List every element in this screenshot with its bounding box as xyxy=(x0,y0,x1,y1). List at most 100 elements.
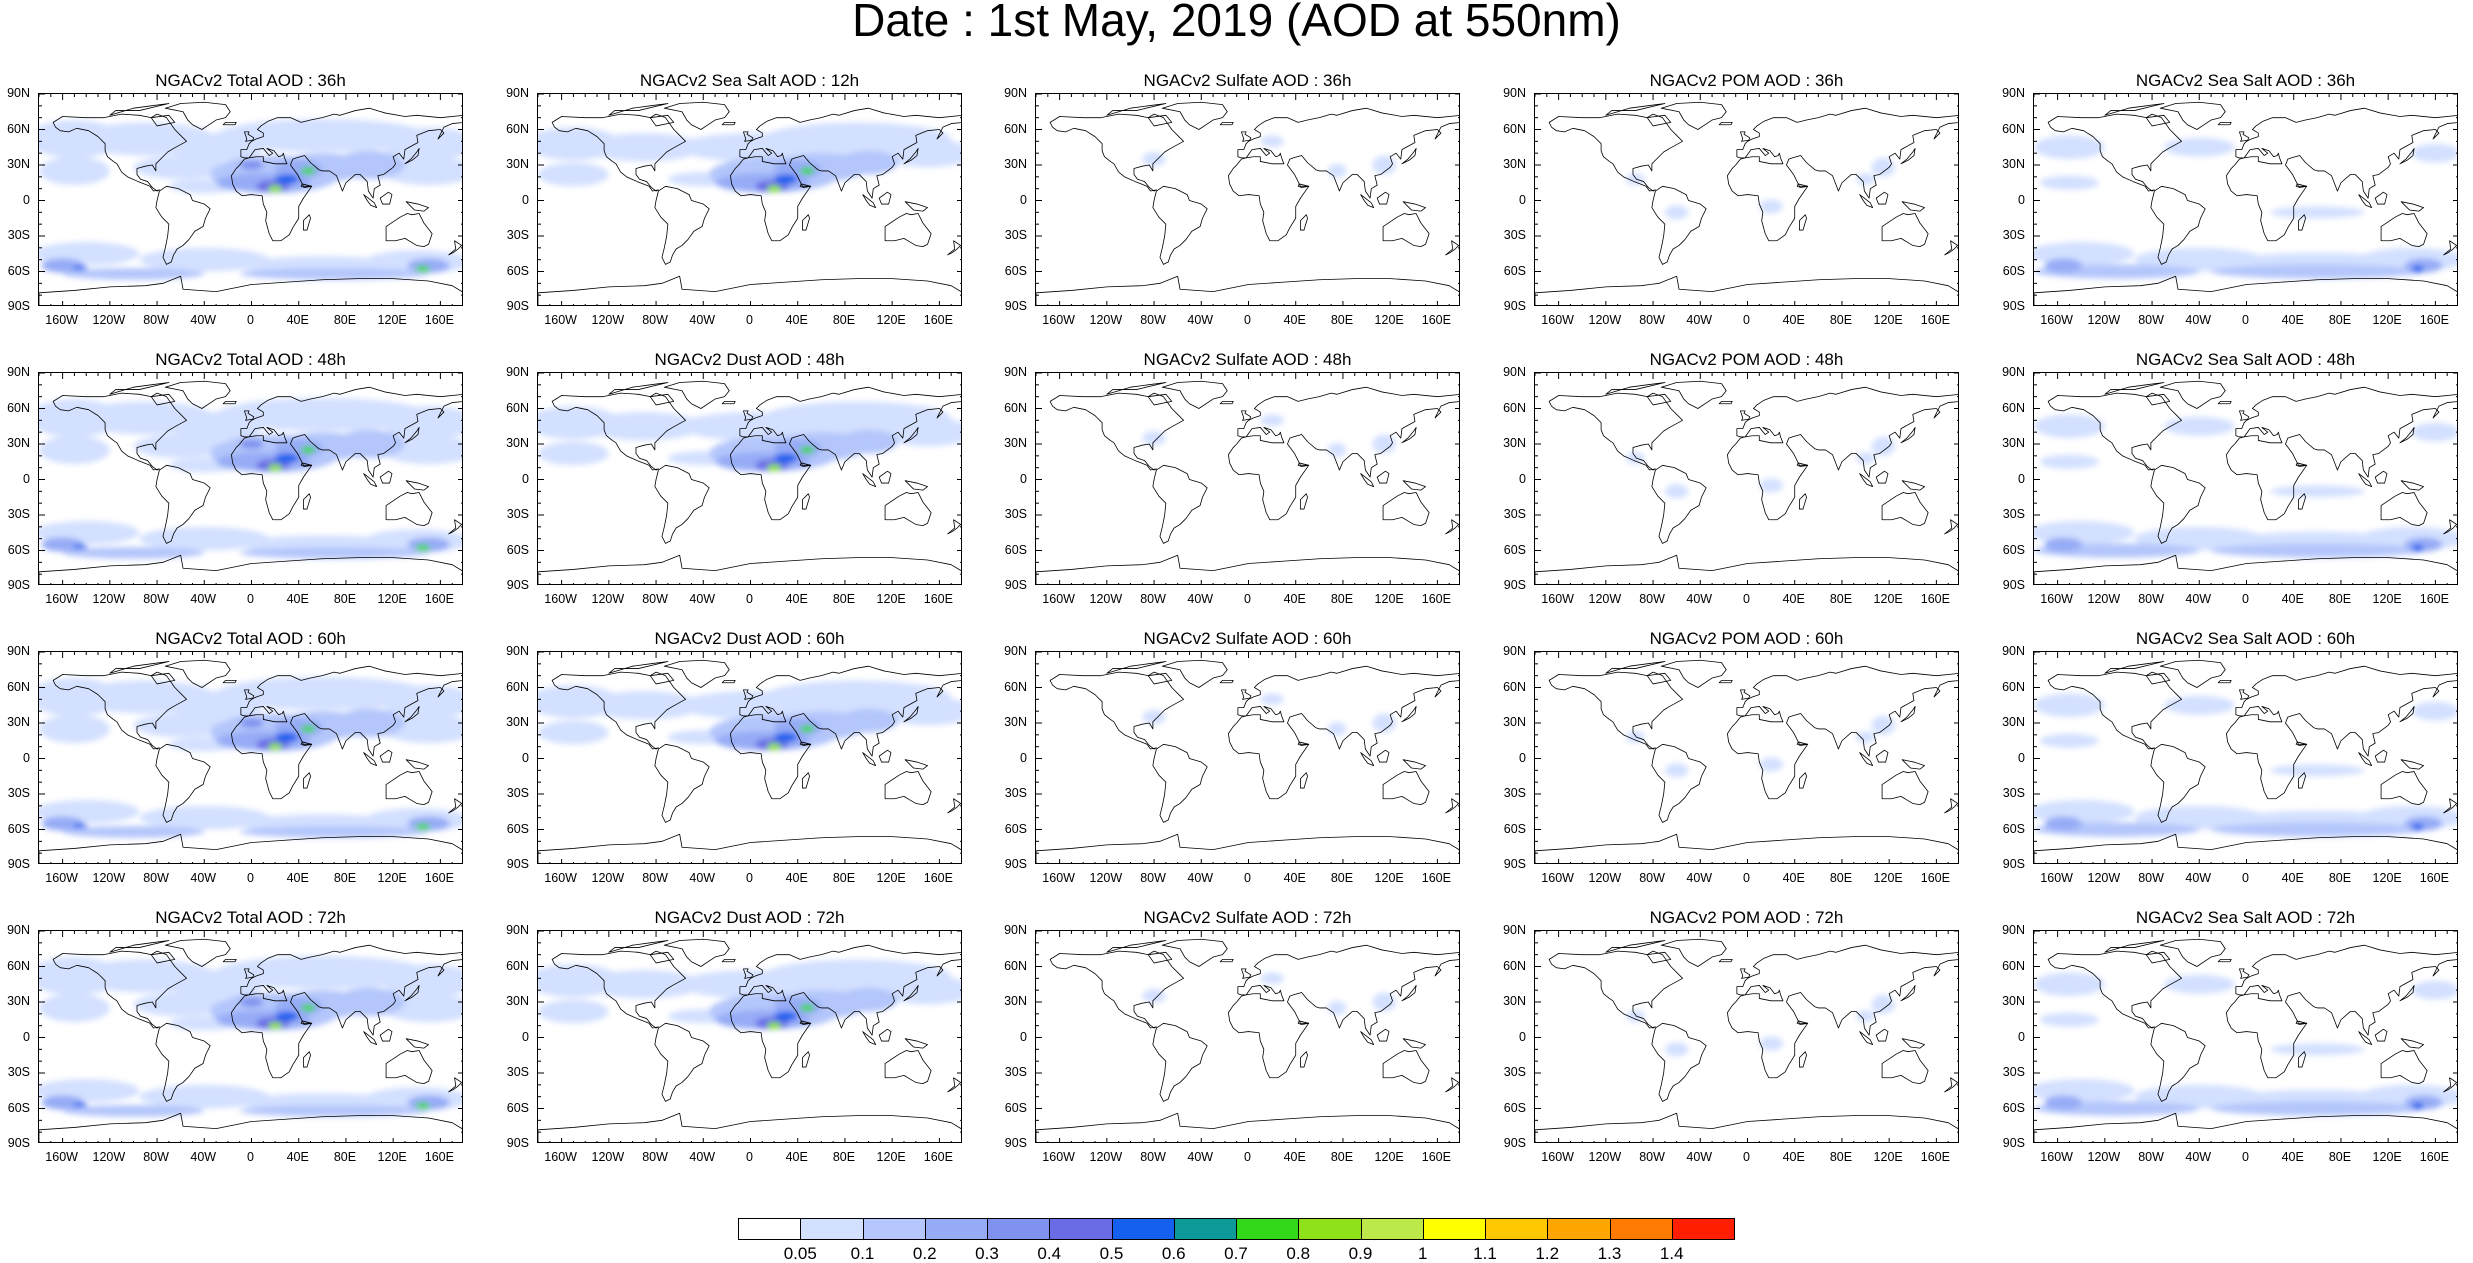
lat-tick-label: 30S xyxy=(7,228,30,242)
aod-field xyxy=(1625,157,1896,220)
lon-tick-label: 80E xyxy=(1829,592,1853,606)
coastline-greenland xyxy=(2159,101,2226,130)
map-panel: NGACv2 Sea Salt AOD : 12h 90N 60N 30N 0 30S 60… xyxy=(506,71,962,326)
aod-contour xyxy=(2134,805,2265,830)
coastline-australia xyxy=(1382,1050,1430,1085)
lat-tick-label: 0 xyxy=(2018,1029,2025,1044)
lon-tick-label: 80E xyxy=(333,592,357,606)
coastline-sumatra xyxy=(2358,1031,2373,1045)
coastline-australia xyxy=(1881,213,1929,248)
lat-tick-label: 30N xyxy=(1503,436,1526,450)
coastlines xyxy=(1535,938,1958,1142)
map-panel: NGACv2 Dust AOD : 72h 90N 60N 30N 0 30S 60S 90S… xyxy=(506,908,962,1163)
coastline-britain xyxy=(244,131,255,142)
lon-tick-label: 0 xyxy=(1743,313,1750,327)
coastline-baffin xyxy=(649,672,675,685)
coastline-japan xyxy=(404,985,420,1002)
lat-tick-label: 30S xyxy=(1503,786,1526,800)
coastline-newZealand xyxy=(947,240,961,256)
aod-field xyxy=(538,401,961,472)
lon-tick-label: 40E xyxy=(1283,313,1306,327)
aod-contour xyxy=(538,999,609,1024)
aod-contour xyxy=(268,743,283,751)
aod-contour xyxy=(301,1004,316,1012)
aod-contour xyxy=(2039,454,2099,469)
lon-tick-label: 120E xyxy=(1374,592,1404,606)
coastline-greenland xyxy=(1660,938,1727,967)
coastline-greenland xyxy=(1660,101,1727,130)
coastline-madagascar xyxy=(1799,1051,1807,1068)
coastline-borneo xyxy=(1376,1028,1390,1042)
coastline-southAmerica xyxy=(1651,743,1707,823)
coastline-borneo xyxy=(379,470,393,484)
coastline-southAmerica xyxy=(1651,464,1707,544)
lon-tick-label: 0 xyxy=(1743,871,1750,885)
coastline-antarctica xyxy=(1535,1112,1958,1142)
world-map xyxy=(1035,930,1460,1143)
lon-tick-label: 160W xyxy=(544,313,577,327)
lat-tick-label: 90S xyxy=(7,578,30,592)
aod-contour xyxy=(239,825,429,838)
lat-tick-label: 0 xyxy=(23,192,30,207)
coastline-newZealand xyxy=(2443,798,2457,814)
aod-contour xyxy=(268,185,283,193)
coastline-greenland xyxy=(663,938,730,967)
lat-tick-label: 90N xyxy=(506,365,529,379)
lat-tick-label: 0 xyxy=(1519,1029,1526,1044)
coastline-sumatra xyxy=(2358,752,2373,766)
coastline-iceland xyxy=(2217,121,2232,126)
lat-tick-label: 90N xyxy=(7,923,30,937)
coastline-baffin xyxy=(1147,672,1173,685)
coastline-greenland xyxy=(1660,659,1727,688)
coastline-greenland xyxy=(1161,380,1228,409)
lat-tick-label: 30N xyxy=(506,994,529,1008)
lon-tick-label: 80W xyxy=(143,592,169,606)
lat-tick-label: 30S xyxy=(2002,228,2025,242)
coastline-madagascar xyxy=(1799,214,1807,231)
coastline-borneo xyxy=(1376,470,1390,484)
coastline-newZealand xyxy=(947,798,961,814)
axis-ticks xyxy=(538,931,961,1142)
lon-tick-label: 160E xyxy=(424,313,454,327)
lon-tick-label: 160W xyxy=(45,313,78,327)
coastline-southAmerica xyxy=(1651,1022,1707,1102)
coastline-arcticIslands xyxy=(2104,103,2165,116)
map-panel: NGACv2 Sea Salt AOD : 36h 90N 60N 30N 0 30S 60… xyxy=(2002,71,2458,326)
coastline-greenland xyxy=(164,380,231,409)
coastline-newZealand xyxy=(947,1077,961,1093)
lon-tick-label: 160E xyxy=(1421,313,1451,327)
lon-tick-label: 160W xyxy=(45,592,78,606)
coastline-arcticIslands xyxy=(109,661,170,674)
aod-contour xyxy=(2411,1102,2424,1110)
lon-tick-label: 40E xyxy=(286,313,309,327)
aod-contour xyxy=(1871,715,1896,735)
lon-tick-label: 40W xyxy=(190,592,217,606)
lat-tick-label: 60N xyxy=(506,121,529,136)
coastline-iceland xyxy=(1718,679,1733,684)
lon-tick-label: 0 xyxy=(247,592,254,606)
coastline-greenland xyxy=(1660,380,1727,409)
coastline-baffin xyxy=(1646,114,1672,127)
coastline-baffin xyxy=(1646,393,1672,406)
coastline-iceland xyxy=(1718,958,1733,963)
axis-ticks xyxy=(1535,94,1958,305)
lon-tick-label: 160E xyxy=(1421,1150,1451,1164)
coastline-madagascar xyxy=(802,772,810,789)
coastline-borneo xyxy=(2374,1028,2388,1042)
coastline-arcticIslands xyxy=(1106,940,1167,953)
aod-contour xyxy=(767,185,782,193)
coastline-northAmerica xyxy=(2047,671,2182,750)
lon-tick-label: 160W xyxy=(544,1150,577,1164)
lon-tick-label: 160E xyxy=(923,871,953,885)
aod-contour xyxy=(1625,731,1645,744)
lon-tick-label: 120W xyxy=(1089,1150,1123,1164)
lat-tick-label: 30S xyxy=(1503,228,1526,242)
lon-tick-label: 40W xyxy=(1187,592,1214,606)
coastline-arabiaHorn xyxy=(799,183,812,188)
coastline-newZealand xyxy=(1445,519,1459,535)
world-map xyxy=(2033,651,2458,864)
aod-contour xyxy=(1664,205,1689,220)
lat-tick-label: 0 xyxy=(1519,471,1526,486)
lat-tick-label: 60N xyxy=(2002,400,2025,415)
lat-tick-label: 0 xyxy=(522,1029,529,1044)
